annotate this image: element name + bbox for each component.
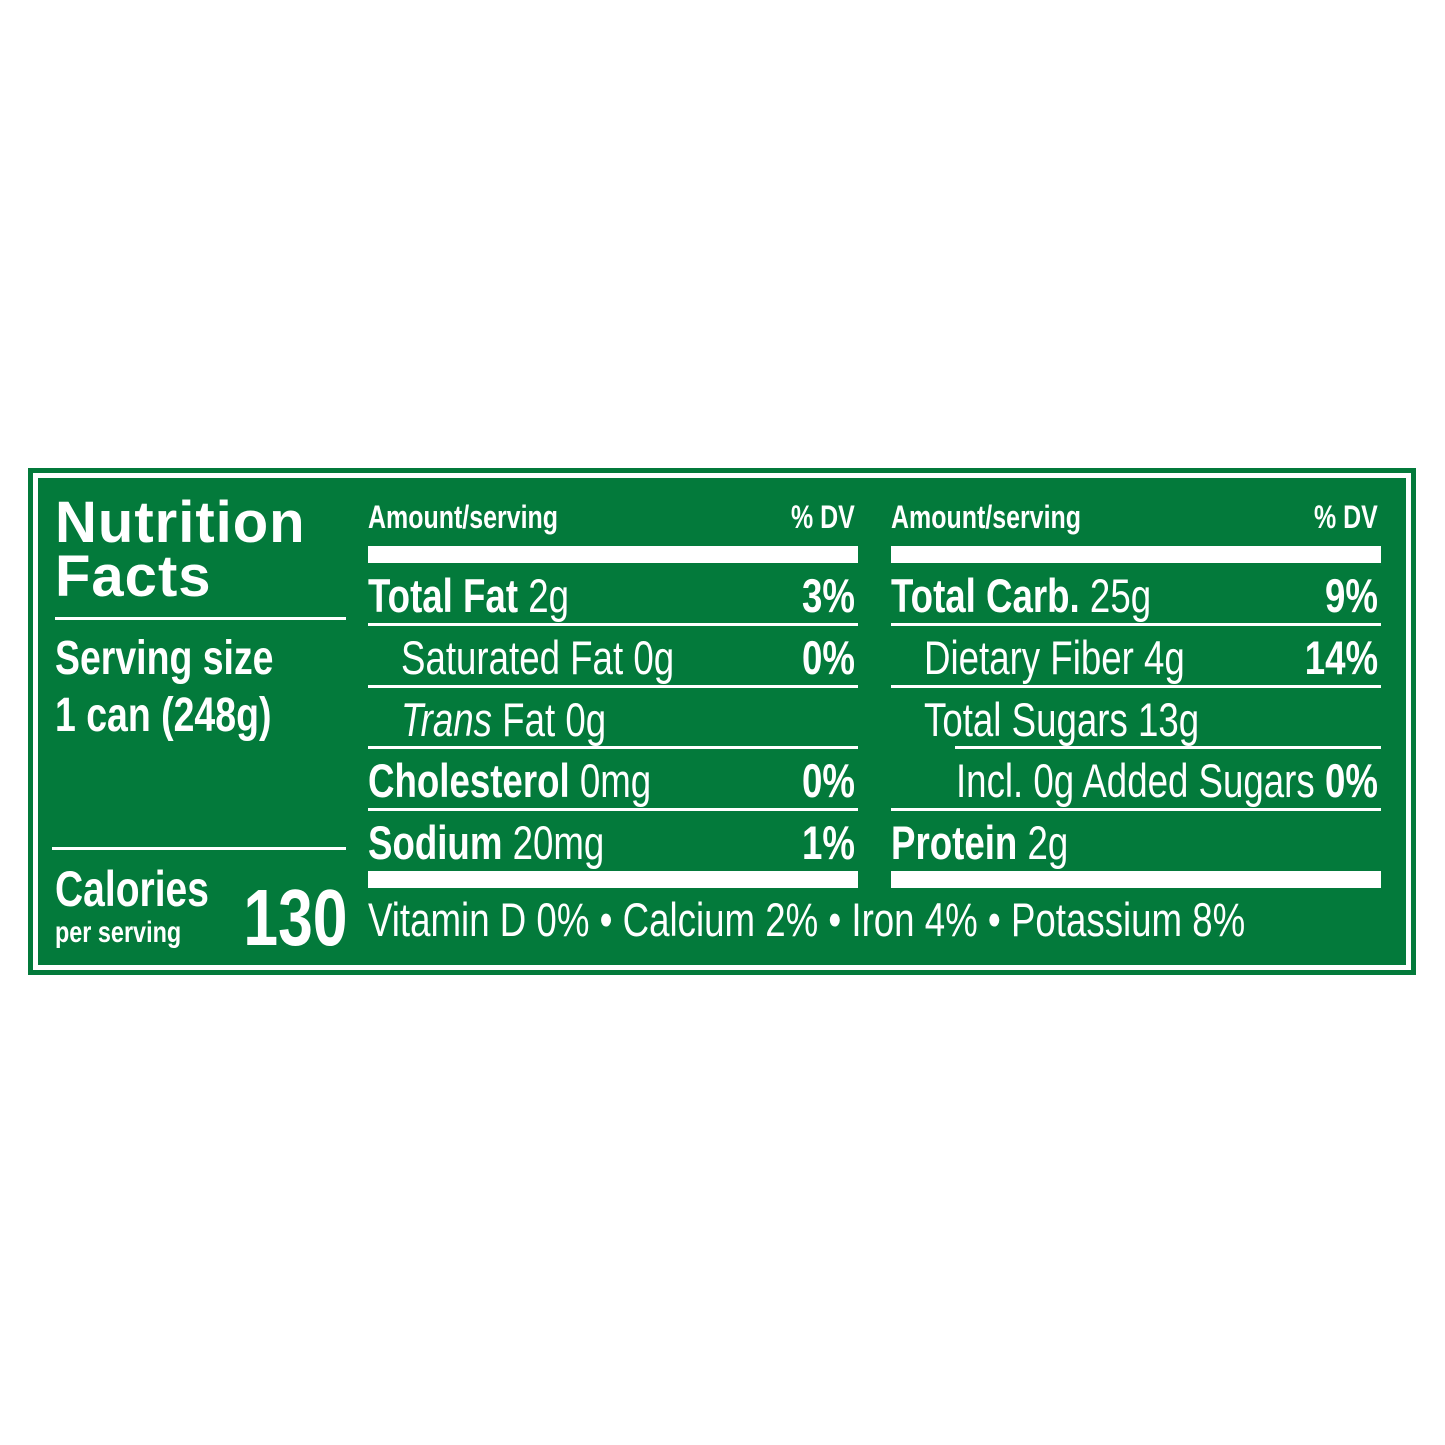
- calories-value: 130: [242, 873, 347, 962]
- dv-added-sugars: 0%: [1325, 754, 1378, 807]
- thick-divider: [368, 871, 858, 888]
- title-line1: Nutrition: [55, 490, 306, 555]
- divider: [368, 746, 858, 749]
- right-header-amount: Amount/serving: [891, 499, 1081, 535]
- thick-divider: [891, 546, 1381, 563]
- left-header-amount: Amount/serving: [368, 499, 558, 535]
- dv-saturated-fat: 0%: [802, 631, 855, 684]
- micronutrients-line: Vitamin D 0% • Calcium 2% • Iron 4% • Po…: [368, 893, 1246, 946]
- serving-size-value: 1 can (248g): [55, 689, 272, 742]
- thick-divider: [368, 546, 858, 563]
- calories-per-serving: per serving: [55, 916, 182, 949]
- thick-divider: [891, 871, 1381, 888]
- row-total-carb: Total Carb. 25g: [891, 569, 1152, 622]
- row-protein: Protein 2g: [891, 816, 1069, 869]
- divider: [55, 617, 346, 620]
- divider: [368, 685, 858, 688]
- calories-label: Calories: [55, 861, 209, 917]
- row-dietary-fiber: Dietary Fiber 4g: [924, 631, 1185, 684]
- row-saturated-fat: Saturated Fat 0g: [401, 631, 675, 684]
- row-added-sugars: Incl. 0g Added Sugars: [956, 754, 1315, 807]
- divider: [891, 808, 1381, 811]
- row-total-fat: Total Fat 2g: [368, 569, 569, 622]
- divider: [52, 847, 346, 850]
- dv-total-fat: 3%: [802, 569, 855, 622]
- left-header-dv: % DV: [791, 499, 855, 535]
- dv-cholesterol: 0%: [802, 754, 855, 807]
- divider: [891, 623, 1381, 626]
- dv-total-carb: 9%: [1325, 569, 1378, 622]
- row-sodium: Sodium 20mg: [368, 816, 605, 869]
- divider: [368, 623, 858, 626]
- dv-dietary-fiber: 14%: [1304, 631, 1378, 684]
- serving-size-label: Serving size: [55, 632, 274, 685]
- divider: [368, 808, 858, 811]
- row-cholesterol: Cholesterol 0mg: [368, 754, 652, 807]
- row-total-sugars: Total Sugars 13g: [924, 693, 1200, 746]
- divider: [955, 746, 1381, 749]
- dv-sodium: 1%: [802, 816, 855, 869]
- divider: [891, 685, 1381, 688]
- row-trans-fat: Trans Fat 0g: [401, 693, 607, 746]
- right-header-dv: % DV: [1314, 499, 1378, 535]
- title-line2: Facts: [55, 544, 212, 609]
